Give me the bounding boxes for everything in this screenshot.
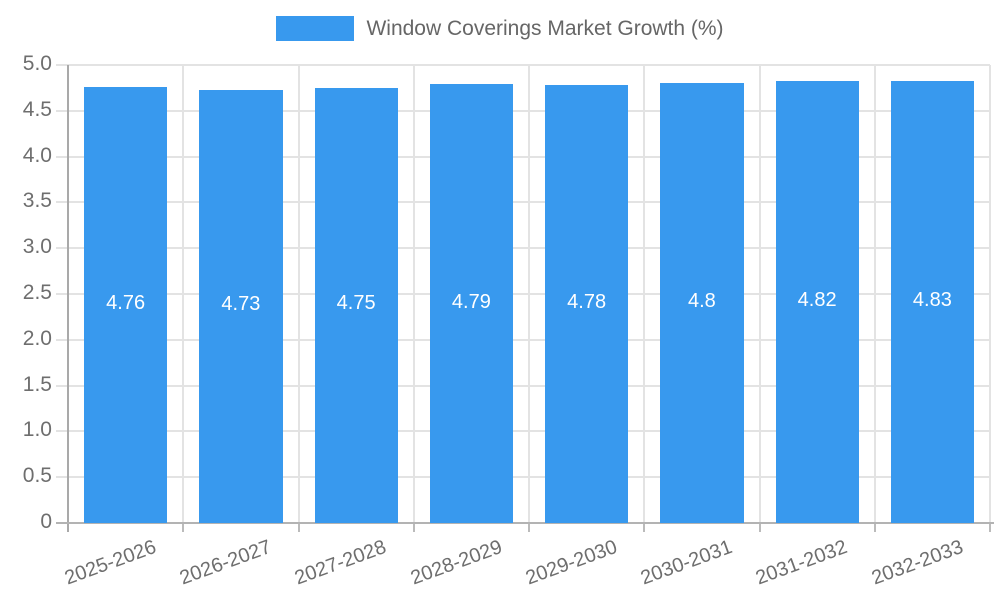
x-axis-tick-mark bbox=[989, 523, 991, 532]
y-axis-tick-label: 3.5 bbox=[22, 189, 52, 213]
bar[interactable]: 4.8 bbox=[660, 83, 744, 523]
y-axis-tick-label: 0 bbox=[40, 510, 52, 533]
y-gridline bbox=[56, 338, 990, 341]
x-axis-tick-mark bbox=[182, 523, 185, 532]
x-axis-tick-label: 2029-2030 bbox=[522, 536, 621, 590]
x-axis-tick-label: 2032-2033 bbox=[868, 536, 966, 590]
y-gridline bbox=[56, 155, 990, 158]
x-axis-tick-label: 2027-2028 bbox=[292, 536, 390, 590]
bar-value-label: 4.73 bbox=[221, 293, 261, 316]
bar[interactable]: 4.73 bbox=[199, 89, 283, 523]
x-axis-tick-label: 2030-2031 bbox=[637, 536, 736, 590]
bar-value-label: 4.79 bbox=[451, 290, 491, 313]
x-gridline bbox=[643, 65, 646, 523]
x-axis-tick-mark bbox=[873, 523, 876, 532]
y-axis-line bbox=[67, 65, 69, 532]
x-axis-tick-mark bbox=[528, 523, 530, 532]
bar[interactable]: 4.79 bbox=[429, 84, 513, 523]
y-gridline bbox=[56, 64, 990, 66]
y-gridline bbox=[56, 247, 990, 250]
bar[interactable]: 4.82 bbox=[775, 81, 859, 523]
x-axis-tick-label: 2028-2029 bbox=[407, 536, 505, 590]
legend-swatch bbox=[276, 16, 355, 41]
x-axis-tick-mark bbox=[297, 523, 300, 532]
x-axis-tick-label: 2026-2027 bbox=[176, 536, 275, 590]
x-axis-tick-label: 2031-2032 bbox=[753, 536, 851, 590]
y-gridline bbox=[56, 109, 990, 112]
x-gridline bbox=[528, 65, 530, 523]
x-axis-tick-mark bbox=[758, 523, 761, 532]
x-gridline bbox=[182, 65, 185, 523]
bar-value-label: 4.75 bbox=[336, 292, 376, 315]
y-axis-tick-label: 4.5 bbox=[22, 97, 52, 121]
y-gridline bbox=[56, 384, 990, 387]
bar[interactable]: 4.78 bbox=[545, 85, 629, 523]
y-axis-tick-label: 3.0 bbox=[22, 235, 52, 259]
x-axis-tick-label: 2025-2026 bbox=[61, 536, 160, 590]
bar-value-label: 4.82 bbox=[797, 289, 837, 312]
bar[interactable]: 4.83 bbox=[890, 80, 974, 523]
bar[interactable]: 4.75 bbox=[314, 87, 398, 523]
x-gridline bbox=[989, 65, 991, 523]
y-gridline bbox=[56, 201, 990, 204]
y-axis-tick-label: 1.5 bbox=[22, 372, 52, 396]
chart-legend[interactable]: Window Coverings Market Growth (%) bbox=[0, 16, 1000, 41]
x-axis-tick-mark bbox=[643, 523, 646, 532]
x-axis-line bbox=[56, 522, 994, 524]
x-gridline bbox=[873, 65, 876, 523]
y-axis-tick-label: 2.5 bbox=[22, 281, 52, 304]
bar[interactable]: 4.76 bbox=[84, 86, 168, 523]
y-gridline bbox=[56, 293, 990, 295]
y-gridline bbox=[56, 430, 990, 433]
x-gridline bbox=[412, 65, 415, 523]
legend-label: Window Coverings Market Growth (%) bbox=[366, 16, 724, 40]
bar-value-label: 4.78 bbox=[567, 291, 607, 314]
y-axis-tick-label: 4.0 bbox=[22, 143, 52, 167]
x-axis-tick-mark bbox=[412, 523, 415, 532]
bar-value-label: 4.83 bbox=[912, 288, 952, 311]
y-axis-tick-label: 2.0 bbox=[22, 326, 52, 350]
y-axis-tick-label: 5.0 bbox=[22, 52, 52, 75]
x-gridline bbox=[758, 65, 761, 523]
bar-value-label: 4.76 bbox=[106, 291, 146, 314]
y-axis-tick-label: 1.0 bbox=[22, 418, 52, 442]
y-axis-tick-label: 0.5 bbox=[22, 464, 52, 488]
bar-value-label: 4.8 bbox=[687, 290, 716, 313]
x-gridline bbox=[297, 65, 300, 523]
y-gridline bbox=[56, 476, 990, 479]
